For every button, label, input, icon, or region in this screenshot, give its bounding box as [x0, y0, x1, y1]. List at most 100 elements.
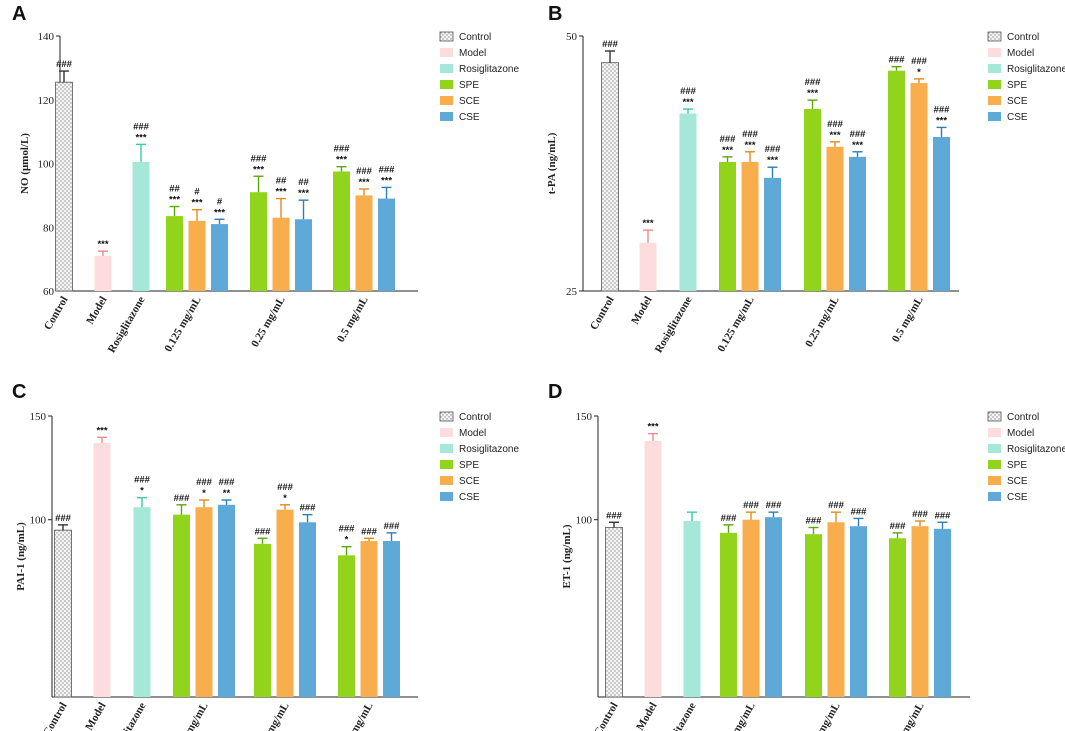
significance-label: ### [912, 509, 929, 520]
significance-label: *** [722, 145, 733, 156]
significance-label: ### [56, 59, 73, 70]
legend-label-spe: SPE [459, 80, 479, 91]
significance-label: ### [851, 506, 868, 517]
significance-label: *** [214, 207, 225, 218]
y-tick-label: 25 [566, 286, 578, 298]
significance-label: * [917, 67, 921, 78]
significance-label: * [283, 493, 287, 504]
bar-cse-0-125-mg-ml [765, 517, 782, 697]
category-label: 0.25 mg/mL [804, 701, 843, 731]
significance-label: ### [743, 500, 760, 511]
category-label: 0.25 mg/mL [253, 701, 292, 731]
bar-cse-0-125-mg-ml [764, 177, 781, 291]
significance-label: ### [680, 86, 697, 97]
legend-label-cse: CSE [1007, 492, 1028, 503]
significance-label: *** [647, 422, 658, 433]
legend-swatch-model [988, 48, 1001, 57]
panel-d: D 100 150 ET-1 (ng/mL) ### *** ### ### ### ### ###… [548, 381, 1065, 731]
bar-model-model [644, 441, 662, 697]
significance-label: * [202, 488, 206, 499]
y-axis-label: NO (μmol/L) [19, 133, 31, 194]
category-label: 0.25 mg/mL [803, 295, 842, 350]
category-label: Model [629, 295, 654, 327]
significance-label: # [217, 196, 223, 207]
category-label: Rosiglitazone [657, 700, 699, 731]
significance-label: *** [936, 115, 947, 126]
bar-spe-0-125-mg-ml [719, 161, 736, 291]
significance-label: ### [911, 56, 928, 67]
category-label: 0.5 mg/mL [890, 295, 926, 345]
category-label: Rosiglitazone [106, 294, 148, 355]
y-tick-label: 50 [566, 31, 578, 43]
bar-rosiglitazone-rosiglitazone [133, 507, 151, 697]
legend-label-rosiglitazone: Rosiglitazone [459, 64, 519, 75]
legend-swatch-sce [988, 96, 1001, 105]
category-label: 0.125 mg/mL [716, 701, 757, 731]
significance-label: ### [196, 477, 213, 488]
bar-cse-0-25-mg-ml [850, 526, 867, 697]
significance-label: *** [97, 239, 108, 250]
significance-label: *** [358, 177, 369, 188]
legend-label-model: Model [459, 48, 486, 59]
significance-label: ### [300, 503, 317, 514]
panel-letter: D [548, 381, 562, 403]
significance-label: ### [935, 510, 952, 521]
category-label: 0.25 mg/mL [249, 295, 288, 350]
bar-sce-0-125-mg-ml [188, 220, 206, 291]
legend-label-rosiglitazone: Rosiglitazone [459, 444, 519, 455]
bar-control-control [54, 529, 72, 698]
bar-cse-0-25-mg-ml [295, 219, 312, 291]
legend-swatch-sce [440, 96, 453, 105]
bar-control-control [55, 81, 73, 292]
bar-sce-0-25-mg-ml [827, 522, 845, 697]
significance-label: ### [850, 129, 867, 140]
legend-label-rosiglitazone: Rosiglitazone [1007, 444, 1065, 455]
legend-label-sce: SCE [459, 96, 480, 107]
category-label: Control [588, 295, 617, 333]
legend: Control Model Rosiglitazone SPE SCE CSE [439, 411, 519, 503]
significance-label: ### [277, 482, 294, 493]
significance-label: ### [133, 121, 150, 132]
bar-spe-0-5-mg-ml [889, 538, 906, 697]
legend-swatch-control [987, 31, 1002, 42]
significance-label: ### [255, 526, 272, 537]
significance-label: ** [223, 488, 231, 499]
bar-rosiglitazone-rosiglitazone [683, 520, 701, 697]
legend-swatch-spe [988, 80, 1001, 89]
significance-label: ### [766, 500, 783, 511]
significance-label: *** [767, 155, 778, 166]
significance-label: ## [298, 177, 309, 188]
legend-swatch-control [987, 411, 1002, 422]
significance-label: *** [682, 97, 693, 108]
legend-swatch-spe [440, 80, 453, 89]
significance-label: ### [828, 500, 845, 511]
bar-model-model [94, 255, 112, 291]
significance-label: *** [253, 164, 264, 175]
significance-label: ### [742, 129, 759, 140]
legend-swatch-rosiglitazone [988, 444, 1001, 453]
significance-label: ### [334, 144, 351, 155]
bar-sce-0-5-mg-ml [360, 541, 378, 697]
significance-label: *** [191, 198, 202, 209]
y-tick-label: 100 [576, 515, 593, 527]
significance-label: ### [806, 515, 823, 526]
legend-swatch-model [440, 428, 453, 437]
bar-control-control [605, 527, 623, 698]
y-tick-label: 100 [30, 515, 47, 527]
bar-rosiglitazone-rosiglitazone [679, 113, 697, 291]
legend-label-sce: SCE [1007, 476, 1028, 487]
significance-label: *** [807, 88, 818, 99]
legend-swatch-cse [440, 112, 453, 121]
legend-swatch-cse [988, 492, 1001, 501]
category-label: 0.125 mg/mL [162, 295, 203, 354]
legend-swatch-rosiglitazone [988, 64, 1001, 73]
significance-label: ### [890, 521, 907, 532]
significance-label: ### [602, 39, 619, 50]
legend-swatch-model [988, 428, 1001, 437]
y-tick-label: 150 [30, 411, 47, 423]
y-axis-label: ET-1 (ng/mL) [561, 524, 573, 588]
legend-swatch-sce [440, 476, 453, 485]
